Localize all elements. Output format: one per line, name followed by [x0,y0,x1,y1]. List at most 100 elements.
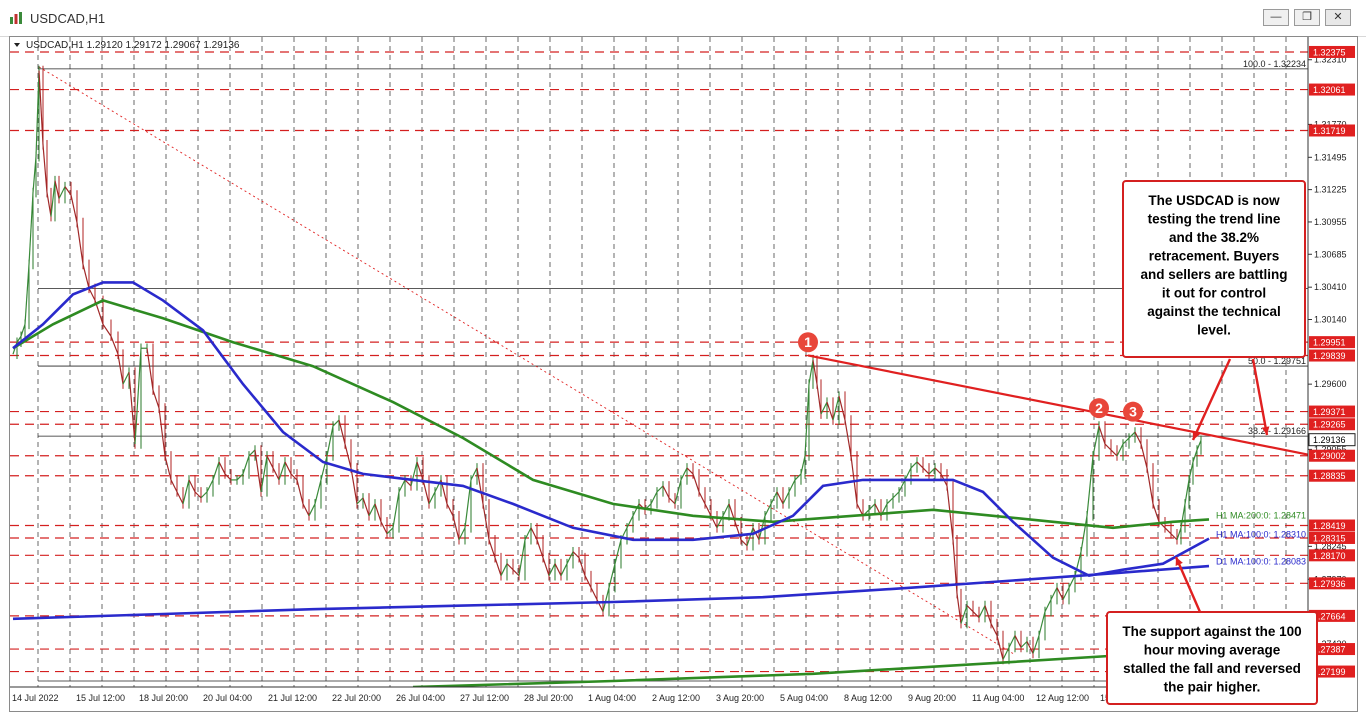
price-segment [54,180,60,199]
price-segment [800,455,806,475]
close-button[interactable]: ✕ [1325,9,1351,26]
price-segment [302,503,310,517]
price-segment [1038,611,1046,636]
price-series [12,65,1210,687]
price-tick-label: 1.30955 [1314,217,1347,227]
price-segment [686,467,694,475]
price-segment [782,491,790,505]
trendline-note-line: and the 38.2% [1169,230,1259,245]
price-level-tag [1309,336,1355,349]
marker-circle [1123,401,1143,422]
price-segment [374,503,382,522]
maximize-button[interactable]: ❐ [1294,9,1320,26]
price-segment [46,192,52,217]
callout-arrowhead [1261,426,1270,435]
price-tick-label: 1.29600 [1314,379,1347,389]
price-level-label: 1.29371 [1313,407,1346,417]
price-segment [1092,425,1100,457]
price-segment [662,485,670,499]
time-tick-label: 15 Jul 12:00 [76,693,125,703]
price-segment [674,479,682,504]
callout-arrowhead [1175,557,1183,566]
price-segment [362,497,370,517]
price-segment [70,194,78,223]
price-segment [422,479,430,504]
price-segment [278,461,286,481]
price-segment [494,557,502,576]
price-segment [50,180,56,217]
price-segment [1146,467,1154,504]
price-segment [844,419,852,457]
price-segment [194,491,202,499]
time-tick-label: 15 [1100,693,1110,703]
price-segment [704,503,712,517]
price-segment [692,473,700,493]
callout-arrow [1191,358,1232,441]
time-tick-label: 5 Aug 04:00 [780,693,828,703]
price-segment [608,563,616,588]
chart-window[interactable]: 1 2 3 USDCAD,H1 1.29120 1.29172 1.29067 1.2… [9,36,1358,712]
price-segment [892,491,900,499]
price-level-label: 1.28419 [1313,521,1346,531]
price-segment [1110,449,1118,457]
price-segment [122,371,130,385]
marker-label: 1 [804,334,812,350]
price-segment [248,449,256,457]
time-tick-label: 12 Aug 12:00 [1036,693,1089,703]
price-segment [886,497,894,505]
price-level-label: 1.28170 [1313,551,1346,561]
price-segment [668,497,676,505]
price-segment [990,623,998,636]
price-chart[interactable]: 1 2 3 USDCAD,H1 1.29120 1.29172 1.29067 1.2… [10,37,1357,711]
price-segment [506,563,514,571]
price-segment [350,467,358,504]
price-segment [1180,503,1186,528]
price-segment [76,222,84,265]
price-segment [164,455,172,481]
ma-support-note-line: The support against the 100 [1122,624,1301,639]
minimize-button[interactable]: — [1263,9,1289,26]
ma-support-note-line: hour moving average [1144,643,1281,658]
price-segment [764,503,772,517]
price-segment [1134,431,1142,445]
price-segment [1164,527,1172,535]
price-segment [808,360,814,385]
price-segment [1192,449,1198,463]
price-segment [488,539,496,558]
price-segment [134,348,142,445]
price-level-label: 1.27664 [1313,611,1346,621]
price-tick-label: 1.30685 [1314,249,1347,259]
price-segment [326,425,334,457]
price-level-tag [1309,124,1355,137]
price-segment [82,264,90,289]
price-segment [38,70,44,145]
callout-arrow [1174,556,1202,613]
price-segment [572,551,580,559]
price-segment [320,455,328,481]
price-segment [1176,527,1182,540]
price-segment [740,539,748,547]
price-level-tag [1309,83,1355,96]
price-level-label: 1.27936 [1313,579,1346,589]
price-segment [548,563,556,576]
price-segment [746,527,754,546]
price-segment [117,354,124,385]
price-segment [458,527,466,541]
price-tick-label: 1.30410 [1314,282,1347,292]
price-segment [128,372,136,445]
price-segment [16,335,22,343]
price-segment [972,611,980,618]
price-segment [602,587,610,612]
price-segment [966,605,974,613]
price-segment [984,605,992,624]
trendline-note-line: testing the trend line [1148,212,1281,227]
trendline-note-line: level. [1197,323,1231,338]
price-axis-bg [1308,37,1357,711]
price-segment [224,473,232,481]
time-tick-label: 9 Aug 20:00 [908,693,956,703]
fib-level-label: 50.0 - 1.29751 [1248,356,1306,366]
price-segment [1008,635,1016,648]
price-level-label: 1.28835 [1313,471,1346,481]
price-segment [476,467,484,504]
callout-arrowhead [1192,431,1200,440]
